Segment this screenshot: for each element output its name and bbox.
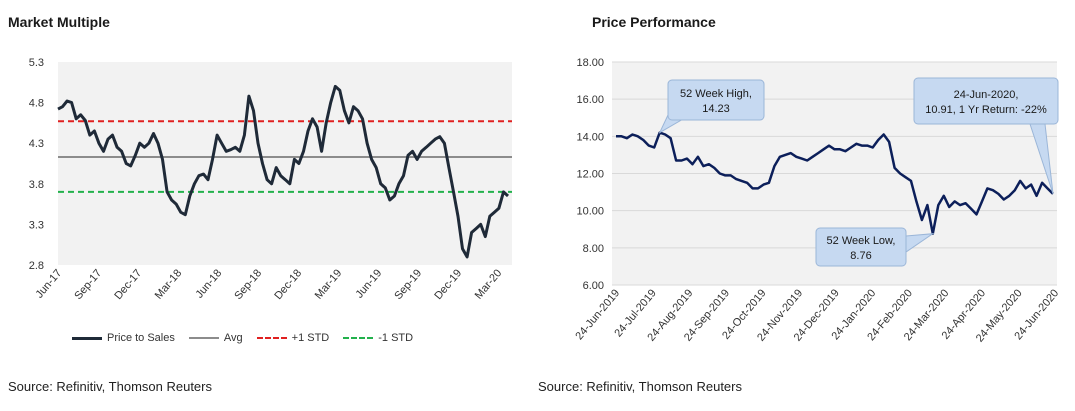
price-performance-chart: 18.00 16.00 14.00 12.00 10.00 8.00 6.00 24-Jun-… — [573, 57, 1060, 345]
legend-swatch-plus-std — [256, 337, 287, 339]
y-tick-label: 8.00 — [583, 243, 604, 255]
legend-label-price-to-sales: Price to Sales — [107, 332, 175, 344]
plot-area — [58, 62, 512, 265]
x-tick-label: Jun-19 — [353, 267, 384, 300]
left-source-note: Source: Refinitiv, Thomson Reuters — [8, 379, 212, 394]
left-chart-legend: Price to Sales Avg +1 STD -1 STD — [72, 332, 427, 344]
callout-value: 10.91, 1 Yr Return: -22% — [925, 104, 1047, 116]
x-tick-label: Dec-18 — [272, 267, 304, 302]
x-tick-label: Dec-17 — [112, 267, 144, 302]
callout-box — [667, 79, 765, 121]
legend-swatch-price-to-sales — [72, 336, 102, 340]
y-tick-label: 4.3 — [29, 138, 44, 150]
x-tick-label: Mar-20 — [473, 267, 505, 301]
legend-swatch-minus-std — [343, 337, 374, 339]
y-tick-label: 4.8 — [29, 98, 44, 110]
callout-label: 24-Jun-2020, — [954, 89, 1019, 101]
left-chart-title: Market Multiple — [8, 14, 110, 30]
legend-item-plus-std: +1 STD — [256, 332, 330, 344]
legend-swatch-avg — [188, 337, 219, 339]
callout-box — [913, 77, 1059, 125]
right-chart-title: Price Performance — [592, 14, 716, 30]
y-tick-label: 6.00 — [583, 280, 604, 292]
x-tick-label: Sep-17 — [72, 267, 104, 302]
legend-label-minus-std: -1 STD — [378, 332, 414, 344]
y-tick-label: 18.00 — [576, 57, 604, 69]
x-tick-label: Mar-18 — [153, 267, 185, 301]
y-tick-label: 5.3 — [29, 57, 44, 69]
price-to-sales-line — [57, 84, 510, 259]
x-tick-label: Jun-17 — [33, 267, 64, 300]
legend-item-minus-std: -1 STD — [343, 332, 413, 344]
legend-item-price-to-sales: Price to Sales — [72, 332, 175, 344]
legend-label-plus-std: +1 STD — [291, 332, 330, 344]
y-tick-label: 12.00 — [576, 169, 604, 181]
x-tick-label: Sep-18 — [232, 267, 264, 302]
price-line — [616, 131, 1054, 235]
callout-label: 52 Week Low, — [827, 235, 896, 247]
callout-box — [815, 227, 907, 267]
y-tick-label: 3.3 — [29, 219, 44, 231]
callout-value: 14.23 — [702, 103, 730, 115]
x-tick-label: Mar-19 — [313, 267, 345, 301]
x-tick-label: Dec-19 — [432, 267, 464, 302]
callout-value: 8.76 — [850, 250, 871, 262]
callout-label: 52 Week High, — [680, 88, 752, 100]
legend-label-avg: Avg — [223, 332, 243, 344]
x-tick-label: Sep-19 — [392, 267, 424, 302]
y-tick-label: 16.00 — [576, 94, 604, 106]
y-tick-label: 2.8 — [29, 260, 44, 272]
y-tick-label: 3.8 — [29, 179, 44, 191]
y-tick-label: 10.00 — [576, 206, 604, 218]
x-tick-label: Jun-18 — [193, 267, 224, 300]
right-source-note: Source: Refinitiv, Thomson Reuters — [538, 379, 742, 394]
legend-item-avg: Avg — [188, 332, 243, 344]
y-tick-label: 14.00 — [576, 131, 604, 143]
